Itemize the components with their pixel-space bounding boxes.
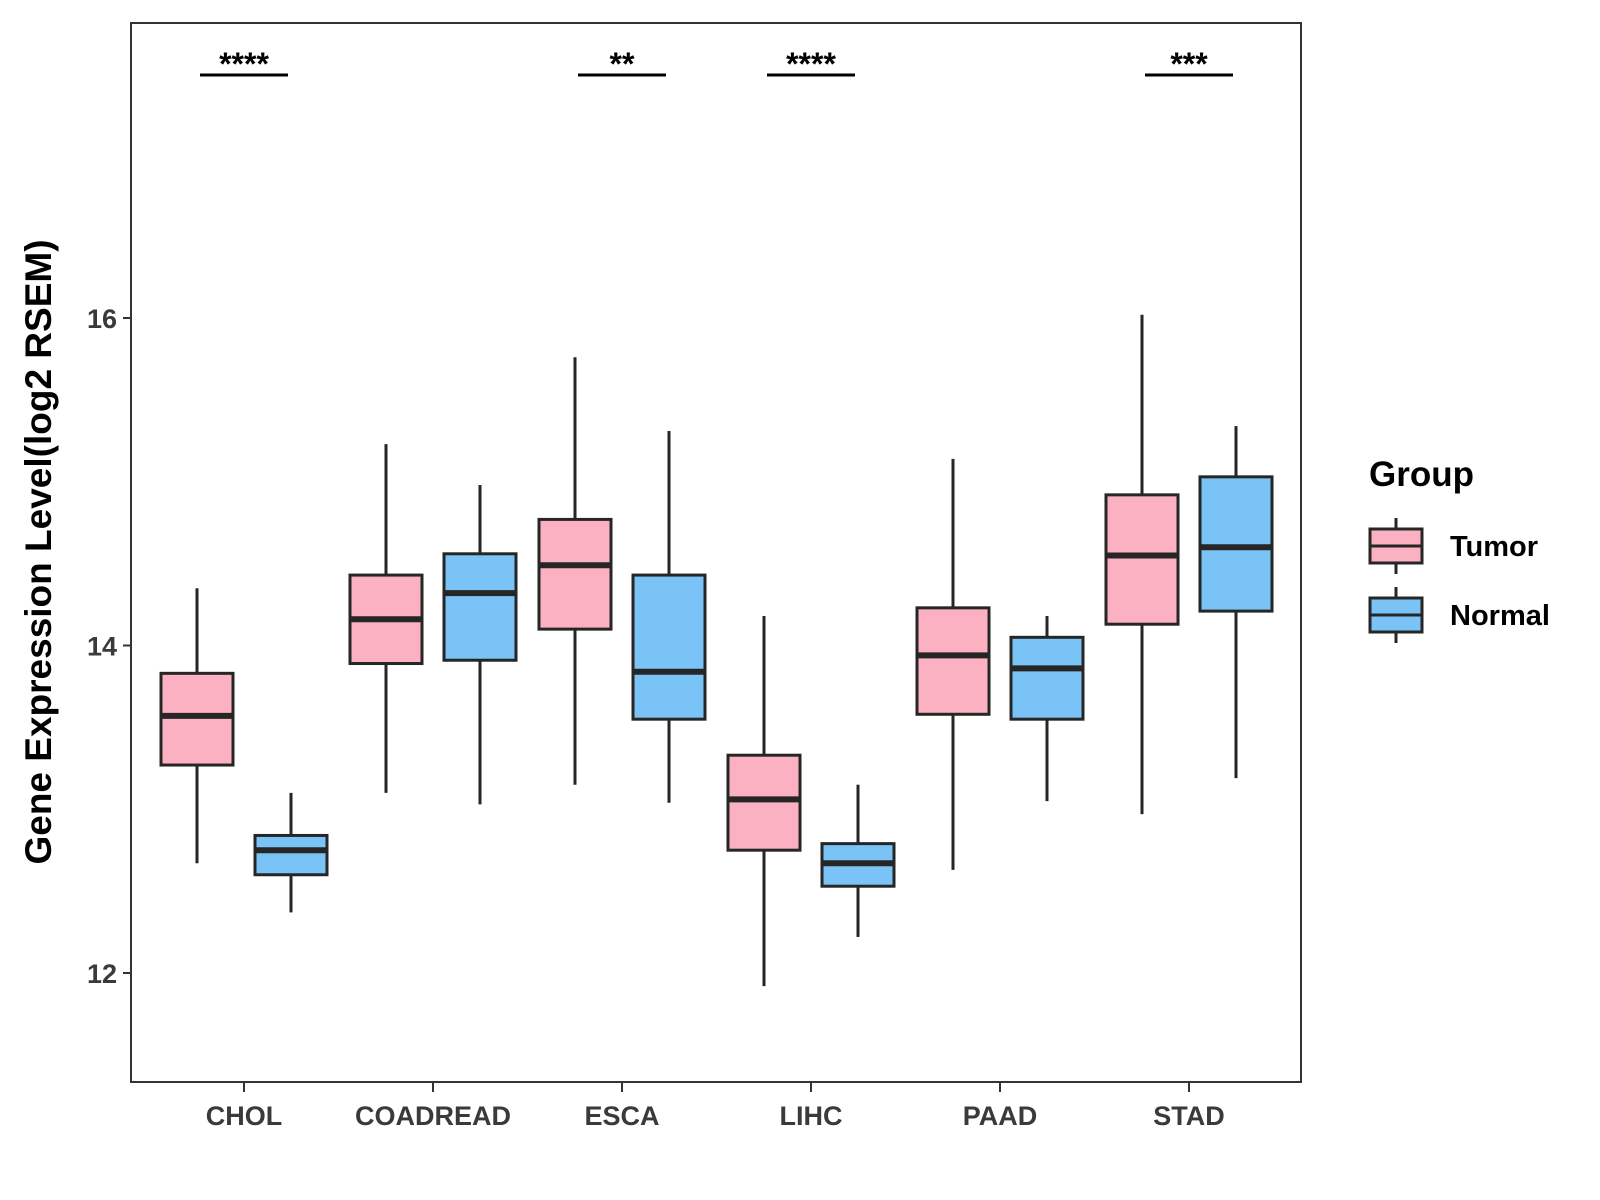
y-tick-label: 14: [87, 632, 117, 662]
significance-label: ****: [219, 46, 269, 82]
box-tumor-esca: [537, 357, 613, 785]
significance-label: ***: [1170, 46, 1208, 82]
x-tick-label: PAAD: [963, 1101, 1038, 1131]
box-normal-paad: [1009, 616, 1085, 802]
boxes-layer: [159, 314, 1274, 987]
legend-item-normal: Normal: [1368, 587, 1550, 643]
significance-label: **: [610, 46, 635, 82]
x-tick-label: CHOL: [206, 1101, 283, 1131]
legend: Group Tumor Normal: [1368, 455, 1550, 643]
y-tick-label: 12: [87, 959, 117, 989]
legend-item-tumor: Tumor: [1368, 518, 1538, 574]
legend-label: Normal: [1450, 600, 1550, 632]
legend-title: Group: [1369, 455, 1474, 494]
x-axis: CHOL COADREAD ESCA LIHC PAAD STAD: [206, 1082, 1225, 1131]
box-iqr: [159, 671, 235, 767]
box-normal-chol: [253, 792, 329, 913]
significance-lihc: ****: [767, 46, 855, 82]
significance-stad: ***: [1145, 46, 1233, 82]
box-iqr: [1198, 475, 1274, 613]
box-normal-stad: [1198, 426, 1274, 779]
box-iqr: [915, 606, 991, 716]
y-axis: 12 14 16: [87, 304, 131, 989]
significance-chol: ****: [200, 46, 288, 82]
box-iqr: [631, 573, 707, 721]
box-normal-coadread: [442, 485, 518, 805]
x-tick-label: STAD: [1153, 1101, 1225, 1131]
box-iqr: [253, 833, 329, 877]
significance-label: ****: [786, 46, 836, 82]
box-iqr: [1104, 493, 1180, 626]
x-tick-label: ESCA: [584, 1101, 659, 1131]
box-normal-esca: [631, 430, 707, 803]
box-iqr: [1009, 635, 1085, 721]
box-tumor-chol: [159, 588, 235, 864]
annotations-layer: **** ** **** ***: [200, 46, 1233, 82]
significance-esca: **: [578, 46, 666, 82]
y-tick-label: 16: [87, 304, 117, 334]
box-normal-lihc: [820, 784, 896, 937]
legend-label: Tumor: [1450, 531, 1538, 563]
box-iqr: [726, 753, 802, 852]
x-tick-label: LIHC: [780, 1101, 843, 1131]
box-tumor-stad: [1104, 314, 1180, 815]
box-tumor-lihc: [726, 616, 802, 987]
box-tumor-paad: [915, 458, 991, 870]
legend-keys: Tumor Normal: [1368, 518, 1550, 643]
box-tumor-coadread: [348, 444, 424, 793]
panel-border: [130, 22, 1302, 1083]
box-iqr: [537, 517, 613, 631]
box-iqr: [442, 552, 518, 662]
y-axis-label: Gene Expression Level(log2 RSEM): [18, 239, 59, 864]
x-tick-label: COADREAD: [355, 1101, 511, 1131]
